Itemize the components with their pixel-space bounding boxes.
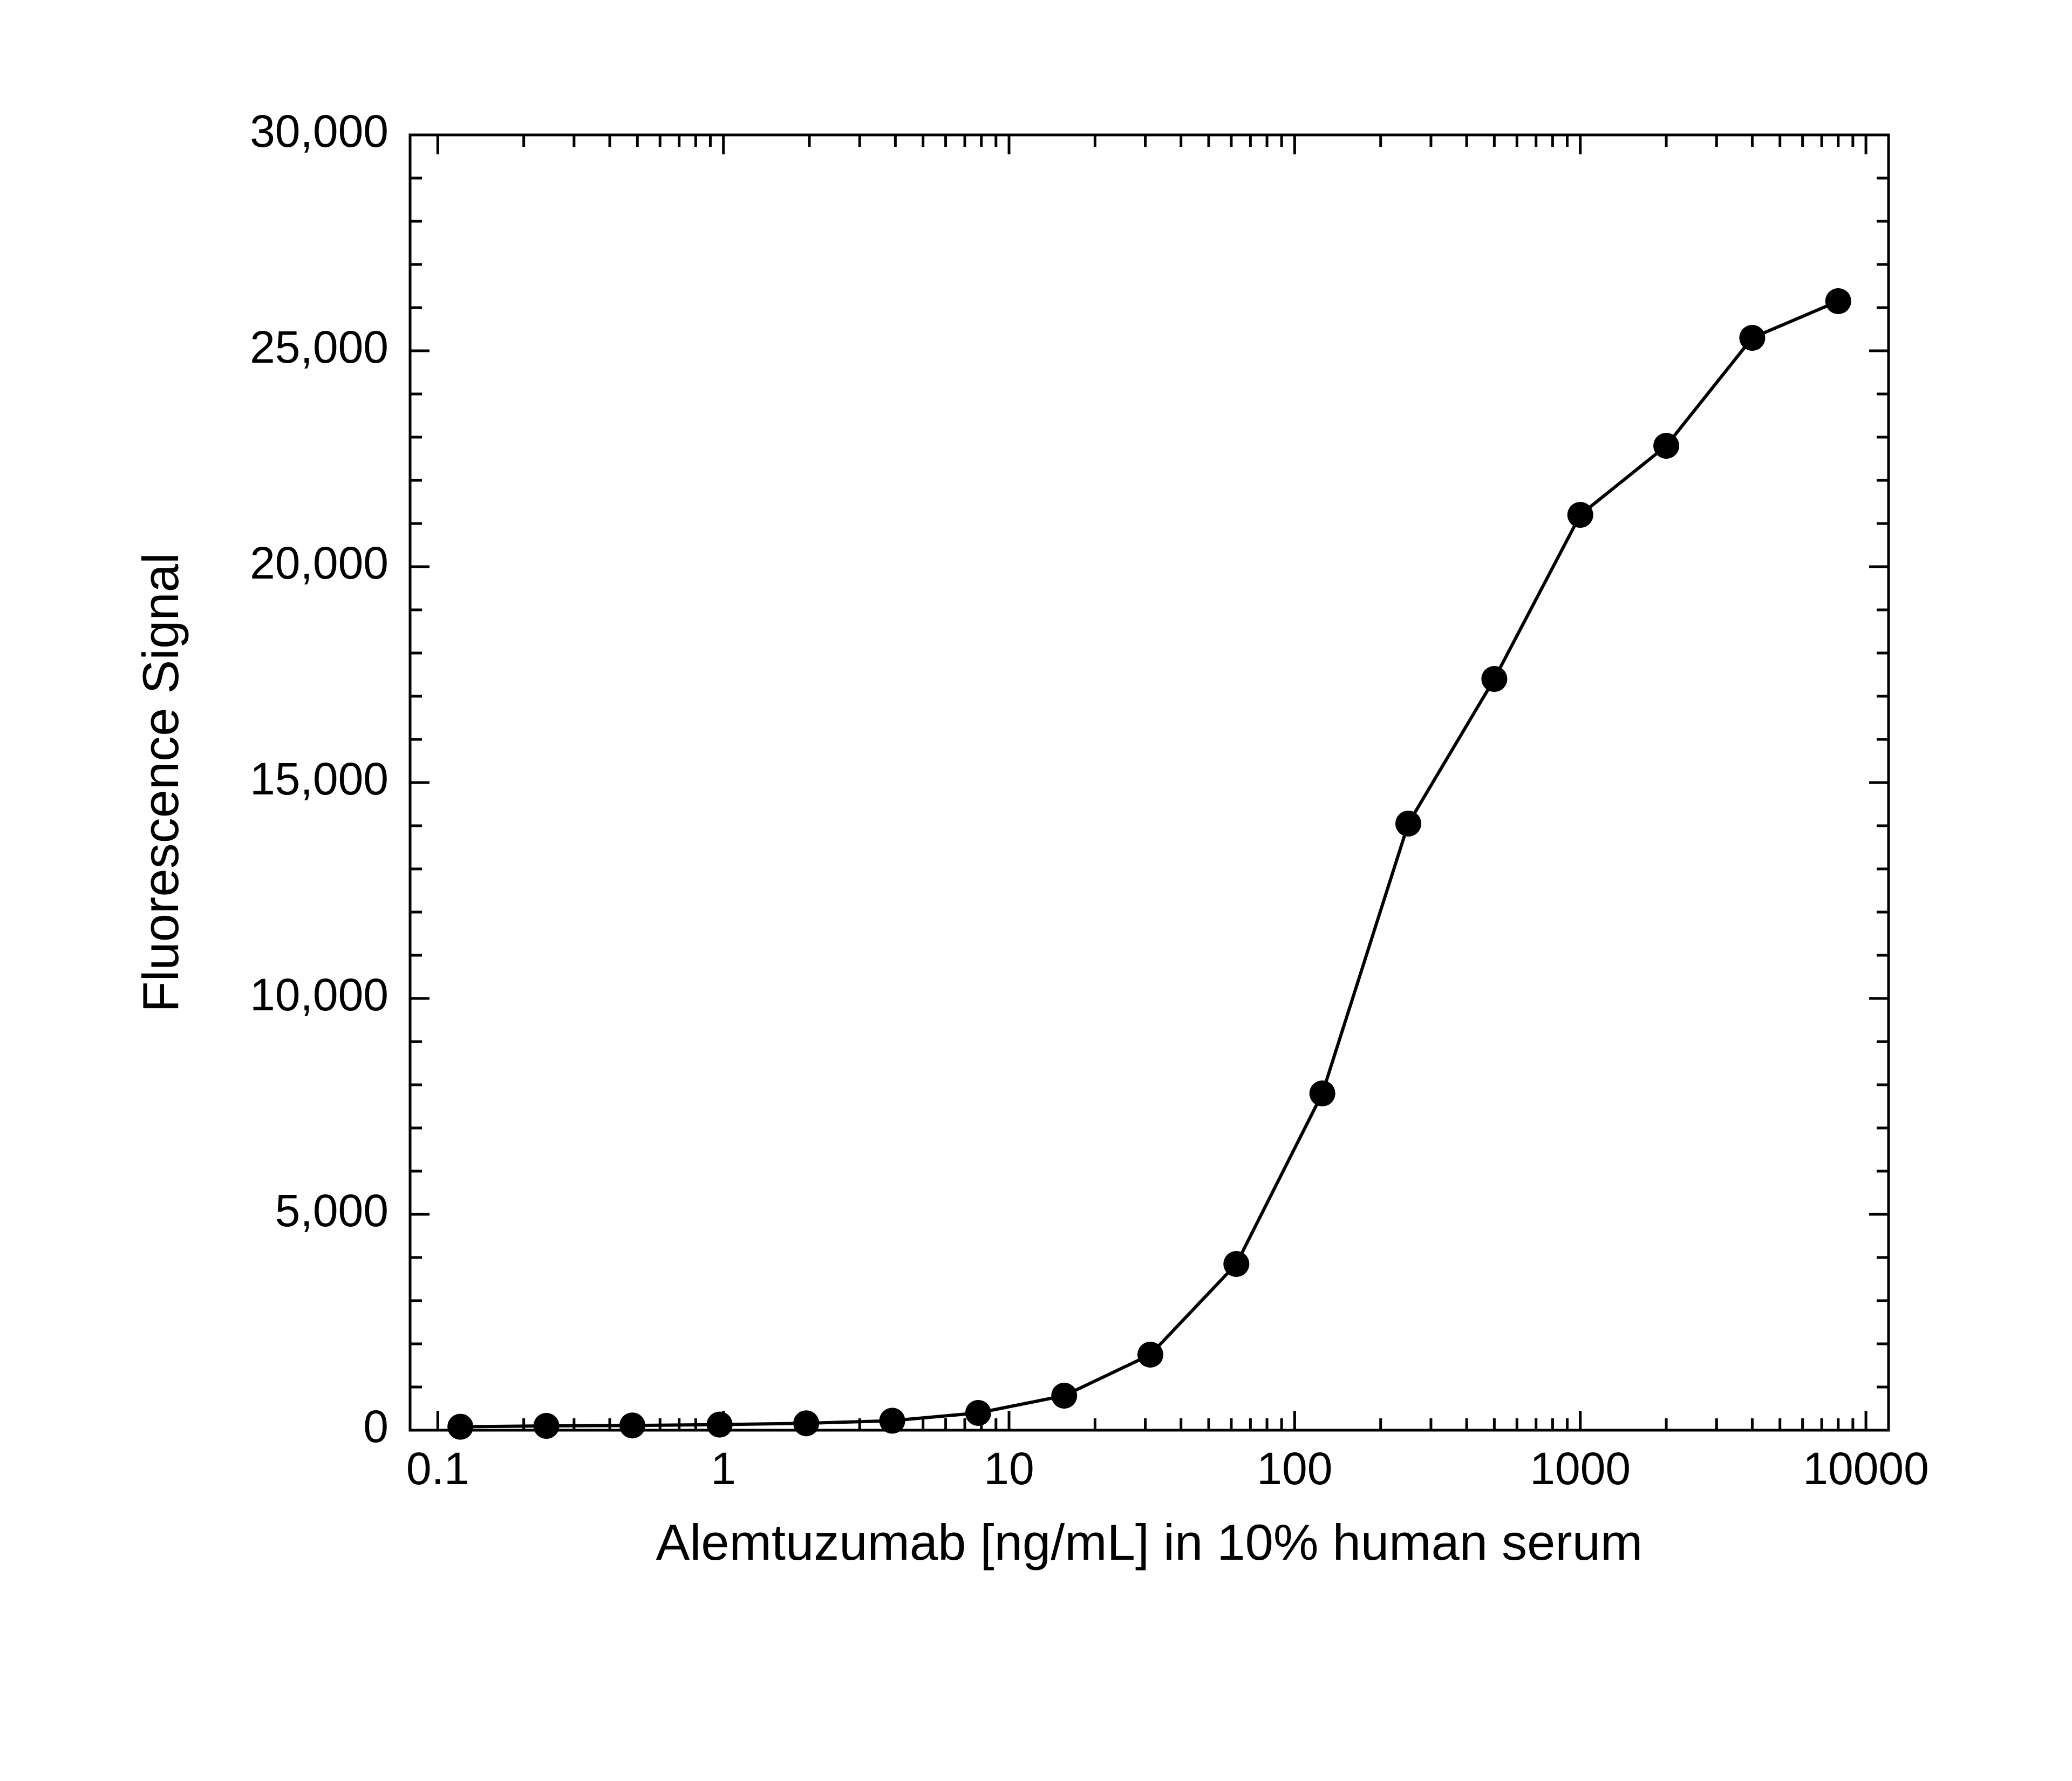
- y-tick-label: 20,000: [250, 538, 388, 588]
- data-marker: [534, 1413, 560, 1439]
- data-marker: [1223, 1251, 1249, 1277]
- x-tick-label: 10: [984, 1443, 1034, 1494]
- data-marker: [1739, 325, 1765, 351]
- data-marker: [880, 1408, 905, 1433]
- y-tick-label: 5,000: [275, 1185, 388, 1236]
- x-tick-label: 0.1: [406, 1443, 469, 1494]
- data-marker: [447, 1414, 473, 1440]
- data-marker: [793, 1410, 819, 1436]
- x-tick-label: 10000: [1803, 1443, 1929, 1494]
- data-marker: [1310, 1080, 1335, 1106]
- y-tick-label: 25,000: [250, 322, 388, 372]
- y-axis-label: Fluorescence Signal: [132, 553, 189, 1012]
- dose-response-chart: 0 5,000 10,000 15,000 20,000 25,000 30,000 0.1 1…: [0, 0, 2072, 1781]
- data-marker: [1395, 811, 1421, 837]
- data-marker: [1137, 1342, 1163, 1368]
- y-tick-label: 10,000: [250, 969, 388, 1020]
- data-marker: [707, 1412, 733, 1438]
- y-tick-label: 30,000: [250, 106, 388, 157]
- x-tick-label: 1000: [1530, 1443, 1631, 1494]
- y-tick-label: 0: [363, 1401, 388, 1452]
- data-marker: [1653, 433, 1679, 459]
- y-tick-label: 15,000: [250, 753, 388, 804]
- x-tick-label: 100: [1257, 1443, 1332, 1494]
- data-marker: [1567, 502, 1593, 528]
- x-tick-label: 1: [711, 1443, 736, 1494]
- data-marker: [1825, 288, 1851, 314]
- data-marker: [619, 1412, 645, 1438]
- data-marker: [965, 1400, 991, 1426]
- data-marker: [1051, 1383, 1077, 1409]
- x-axis-label: Alemtuzumab [ng/mL] in 10% human serum: [656, 1514, 1643, 1571]
- chart-container: 0 5,000 10,000 15,000 20,000 25,000 30,000 0.1 1…: [0, 0, 2072, 1781]
- data-marker: [1481, 666, 1507, 692]
